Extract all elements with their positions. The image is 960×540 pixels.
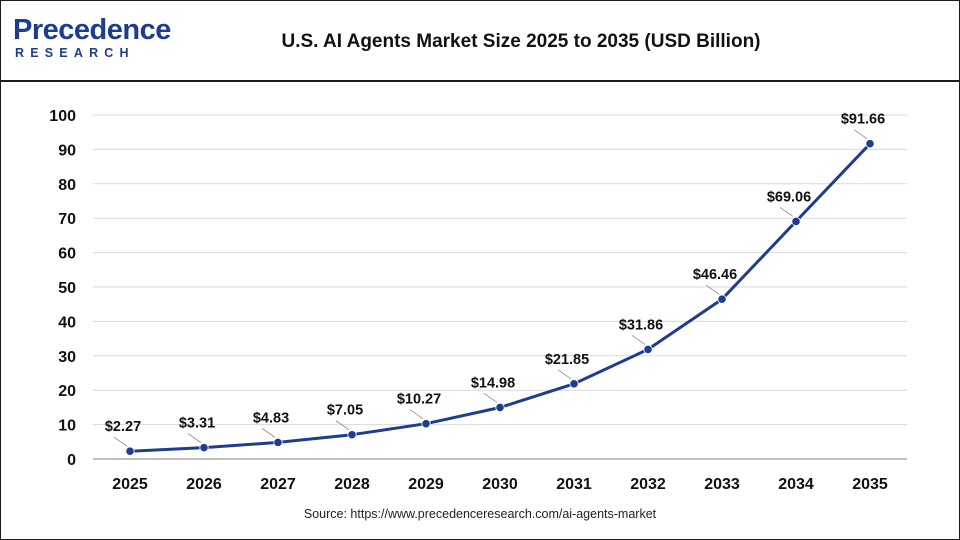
label-leader [853, 129, 868, 140]
data-label: $3.31 [179, 416, 215, 432]
label-leader [779, 207, 794, 217]
source-note: Source: https://www.precedenceresearch.c… [303, 507, 657, 521]
header: Precedence RESEARCH U.S. AI Agents Marke… [1, 1, 959, 82]
label-leader [631, 335, 646, 345]
y-tick-label: 20 [58, 383, 76, 400]
x-tick-label: 2033 [704, 476, 740, 493]
y-tick-label: 80 [58, 177, 76, 194]
x-tick-label: 2032 [630, 476, 666, 493]
label-leader [557, 369, 572, 380]
data-point [569, 379, 579, 389]
data-label: $14.98 [471, 375, 515, 391]
y-tick-label: 70 [58, 211, 76, 228]
x-tick-label: 2031 [556, 476, 592, 493]
y-tick-label: 90 [58, 142, 76, 159]
data-label: $46.46 [693, 267, 737, 283]
x-tick-label: 2028 [334, 476, 370, 493]
data-point [273, 437, 283, 447]
x-tick-label: 2026 [186, 476, 222, 493]
data-label: $2.27 [105, 419, 141, 435]
data-label: $10.27 [397, 392, 441, 408]
y-tick-label: 0 [67, 452, 76, 469]
label-leader [483, 393, 498, 403]
label-leader [187, 433, 202, 443]
y-tick-label: 50 [58, 280, 76, 297]
series [125, 139, 875, 456]
x-tick-label: 2035 [852, 476, 888, 493]
chart-title: U.S. AI Agents Market Size 2025 to 2035 … [281, 31, 761, 52]
label-leader [335, 420, 350, 431]
data-point [865, 139, 875, 149]
y-tick-label: 60 [58, 246, 76, 263]
data-point [125, 446, 135, 456]
data-point [717, 294, 727, 304]
label-leader [409, 409, 424, 420]
data-point [495, 402, 505, 413]
x-tick-label: 2034 [778, 476, 814, 493]
y-tick-label: 10 [58, 418, 76, 435]
x-tick-label: 2029 [408, 476, 444, 493]
y-tick-label: 40 [58, 314, 76, 331]
brand-logo: Precedence RESEARCH [13, 15, 173, 67]
data-label: $69.06 [767, 189, 811, 205]
y-tick-label: 100 [49, 108, 76, 125]
data-point [421, 419, 431, 429]
grid-lines [93, 114, 907, 426]
y-tick-label: 30 [58, 349, 76, 366]
logo-subtitle: RESEARCH [15, 46, 135, 60]
data-label: $31.86 [619, 317, 663, 333]
data-point [791, 216, 801, 227]
data-point [347, 430, 357, 440]
data-point [643, 344, 653, 355]
data-label: $7.05 [327, 403, 363, 419]
data-label: $4.83 [253, 410, 289, 426]
data-labels: $2.27 $3.31 $4.83 $7.05 $10.27 $14.98 $21.85 $3… [105, 112, 885, 447]
x-tick-label: 2030 [482, 476, 518, 493]
label-leader [261, 428, 276, 438]
data-label: $91.66 [841, 112, 885, 128]
x-tick-label: 2027 [260, 476, 296, 493]
label-leader [113, 436, 128, 447]
data-label: $21.85 [545, 352, 589, 368]
x-tick-label: 2025 [112, 476, 148, 493]
data-point [199, 443, 209, 453]
logo-wordmark: Precedence [13, 14, 171, 46]
label-leader [705, 284, 720, 295]
